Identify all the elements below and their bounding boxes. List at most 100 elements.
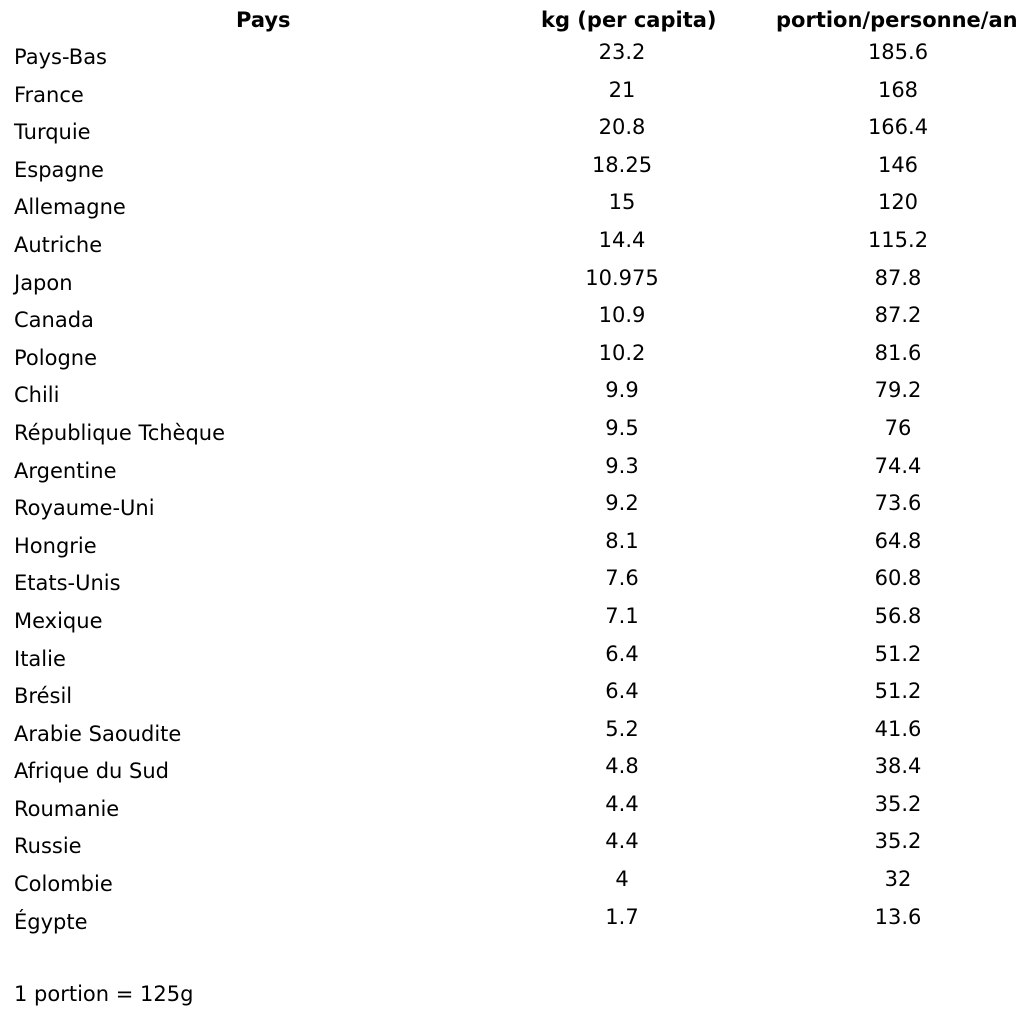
country-cell: Japon xyxy=(14,270,73,295)
portion-cell: 115.2 xyxy=(867,227,929,252)
table-row: Roumanie 4.4 35.2 xyxy=(0,792,1034,830)
country-cell: Turquie xyxy=(14,120,91,145)
table-row: Argentine 9.3 74.4 xyxy=(0,454,1034,492)
table-row: Allemagne 15 120 xyxy=(0,190,1034,228)
portion-cell: 51.2 xyxy=(874,641,922,666)
kg-cell: 9.9 xyxy=(605,378,639,403)
country-cell: Argentine xyxy=(14,458,117,483)
table-row: Hongrie 8.1 64.8 xyxy=(0,529,1034,567)
table-row: Égypte 1.7 13.6 xyxy=(0,905,1034,943)
kg-cell: 5.2 xyxy=(605,716,639,741)
table-row: République Tchèque 9.5 76 xyxy=(0,416,1034,454)
kg-cell: 20.8 xyxy=(598,115,646,140)
country-cell: Mexique xyxy=(14,608,103,633)
portion-cell: 35.2 xyxy=(874,829,922,854)
portion-cell: 13.6 xyxy=(874,904,922,929)
portion-cell: 76 xyxy=(884,415,912,440)
kg-cell: 4.4 xyxy=(605,829,639,854)
table-row: Royaume-Uni 9.2 73.6 xyxy=(0,491,1034,529)
table-row: Brésil 6.4 51.2 xyxy=(0,679,1034,717)
table-row: Colombie 4 32 xyxy=(0,867,1034,905)
portion-cell: 168 xyxy=(877,77,919,102)
table-row: Canada 10.9 87.2 xyxy=(0,303,1034,341)
portion-cell: 81.6 xyxy=(874,340,922,365)
header-portion-per-person-year: portion/personne/an xyxy=(776,8,1018,32)
portion-cell: 56.8 xyxy=(874,603,922,628)
table-row: Turquie 20.8 166.4 xyxy=(0,115,1034,153)
portion-cell: 64.8 xyxy=(874,528,922,553)
kg-cell: 9.3 xyxy=(605,453,639,478)
country-cell: Espagne xyxy=(14,157,104,182)
country-cell: Pologne xyxy=(14,345,98,370)
country-cell: Canada xyxy=(14,308,94,333)
country-cell: Colombie xyxy=(14,872,113,897)
kg-cell: 18.25 xyxy=(591,152,653,177)
header-country: Pays xyxy=(236,8,291,32)
kg-cell: 1.7 xyxy=(605,904,639,929)
kg-cell: 4.4 xyxy=(605,791,639,816)
kg-cell: 7.1 xyxy=(605,603,639,628)
kg-cell: 10.9 xyxy=(598,303,646,328)
kg-cell: 4.8 xyxy=(605,754,639,779)
table-row: Russie 4.4 35.2 xyxy=(0,829,1034,867)
country-cell: Royaume-Uni xyxy=(14,496,155,521)
country-cell: France xyxy=(14,82,84,107)
portion-cell: 32 xyxy=(884,867,912,892)
table-row: Japon 10.975 87.8 xyxy=(0,266,1034,304)
portion-cell: 166.4 xyxy=(867,115,929,140)
table-row: Pays-Bas 23.2 185.6 xyxy=(0,40,1034,78)
table-row: Etats-Unis 7.6 60.8 xyxy=(0,566,1034,604)
country-cell: Égypte xyxy=(14,909,88,934)
kg-cell: 14.4 xyxy=(598,227,646,252)
table-row: Espagne 18.25 146 xyxy=(0,153,1034,191)
country-cell: Roumanie xyxy=(14,796,120,821)
portion-cell: 60.8 xyxy=(874,566,922,591)
portion-cell: 79.2 xyxy=(874,378,922,403)
kg-cell: 6.4 xyxy=(605,641,639,666)
table-row: Arabie Saoudite 5.2 41.6 xyxy=(0,717,1034,755)
country-cell: République Tchèque xyxy=(14,420,226,445)
portion-cell: 74.4 xyxy=(874,453,922,478)
kg-cell: 4 xyxy=(615,867,629,892)
portion-cell: 87.2 xyxy=(874,303,922,328)
portion-cell: 41.6 xyxy=(874,716,922,741)
kg-cell: 6.4 xyxy=(605,679,639,704)
table-row: Chili 9.9 79.2 xyxy=(0,378,1034,416)
portion-cell: 73.6 xyxy=(874,491,922,516)
portion-cell: 185.6 xyxy=(867,40,929,64)
country-cell: Brésil xyxy=(14,684,73,709)
portion-cell: 146 xyxy=(877,152,919,177)
kg-cell: 15 xyxy=(608,190,636,215)
country-cell: Allemagne xyxy=(14,195,126,220)
country-cell: Afrique du Sud xyxy=(14,759,169,784)
country-cell: Autriche xyxy=(14,232,103,257)
table-row: Afrique du Sud 4.8 38.4 xyxy=(0,754,1034,792)
table-row: Autriche 14.4 115.2 xyxy=(0,228,1034,266)
header-kg-per-capita: kg (per capita) xyxy=(541,8,717,32)
country-cell: Chili xyxy=(14,383,60,408)
country-cell: Etats-Unis xyxy=(14,571,121,596)
kg-cell: 10.975 xyxy=(585,265,659,290)
portion-cell: 38.4 xyxy=(874,754,922,779)
kg-cell: 7.6 xyxy=(605,566,639,591)
table-row: Italie 6.4 51.2 xyxy=(0,642,1034,680)
table-body: Pays-Bas 23.2 185.6 France 21 168 Turquie 20.8 1… xyxy=(0,40,1034,942)
table-header: Pays kg (per capita) portion/personne/an xyxy=(0,6,1034,34)
kg-cell: 9.5 xyxy=(605,415,639,440)
kg-cell: 23.2 xyxy=(598,40,646,64)
portion-cell: 87.8 xyxy=(874,265,922,290)
footnote: 1 portion = 125g xyxy=(14,982,194,1006)
portion-cell: 120 xyxy=(877,190,919,215)
portion-cell: 51.2 xyxy=(874,679,922,704)
kg-cell: 10.2 xyxy=(598,340,646,365)
table-row: Mexique 7.1 56.8 xyxy=(0,604,1034,642)
kg-cell: 9.2 xyxy=(605,491,639,516)
country-cell: Russie xyxy=(14,834,82,859)
portion-cell: 35.2 xyxy=(874,791,922,816)
table-row: Pologne 10.2 81.6 xyxy=(0,341,1034,379)
country-cell: Arabie Saoudite xyxy=(14,721,182,746)
kg-cell: 8.1 xyxy=(605,528,639,553)
table-row: France 21 168 xyxy=(0,78,1034,116)
kg-cell: 21 xyxy=(608,77,636,102)
country-cell: Hongrie xyxy=(14,533,97,558)
